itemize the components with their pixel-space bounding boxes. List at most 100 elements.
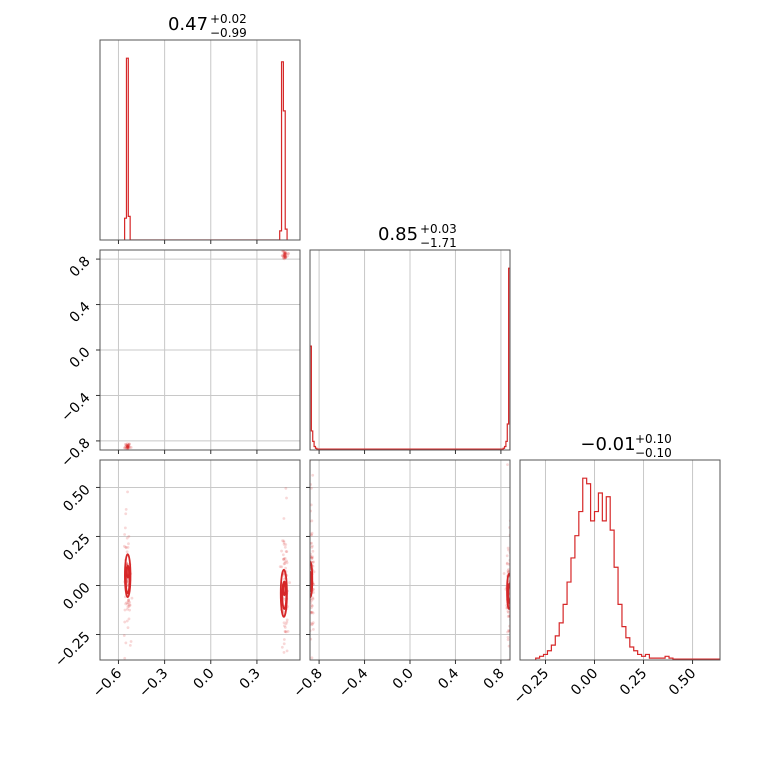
scatter-point <box>125 619 129 623</box>
x-tick-label: −0.6 <box>90 665 125 700</box>
scatter-point <box>282 254 286 258</box>
scatter-point <box>310 545 314 549</box>
scatter-point <box>310 604 314 608</box>
scatter-point <box>311 621 315 625</box>
scatter-point <box>126 605 130 609</box>
scatter-point <box>282 253 286 256</box>
scatter-point <box>506 638 510 642</box>
x-tick-label: −0.8 <box>291 666 326 701</box>
scatter-point <box>283 625 287 629</box>
scatter-point <box>282 557 286 561</box>
scatter-point <box>311 549 315 553</box>
scatter-point <box>312 560 315 564</box>
scatter-point <box>282 671 285 674</box>
scatter-point <box>282 254 286 257</box>
x-tick-label: 0.0 <box>191 666 218 693</box>
scatter-point <box>506 609 510 613</box>
scatter-point <box>284 253 288 256</box>
scatter-point <box>125 536 129 540</box>
x-tick-label: 0.0 <box>390 666 417 693</box>
scatter-point <box>283 253 287 256</box>
scatter-point <box>124 546 128 550</box>
scatter-point <box>310 556 314 560</box>
scatter-point <box>311 596 315 600</box>
scatter-point <box>310 531 314 535</box>
scatter-point <box>122 544 126 548</box>
scatter-point <box>311 473 315 477</box>
scatter-point <box>284 255 288 259</box>
scatter-point <box>282 257 286 261</box>
x-tick-label: −0.3 <box>136 666 171 701</box>
scatter-point <box>283 253 286 256</box>
x-tick-label: −0.4 <box>336 665 371 700</box>
scatter-point <box>281 553 285 557</box>
scatter-point <box>128 601 132 604</box>
scatter-point <box>283 251 287 255</box>
scatter-point <box>507 548 510 552</box>
scatter-point <box>283 624 286 628</box>
y-tick-label: −0.4 <box>58 390 93 425</box>
scatter-panel-1-2 <box>309 459 511 703</box>
scatter-point <box>284 550 288 553</box>
scatter-point <box>282 245 285 248</box>
scatter-point <box>310 610 313 614</box>
scatter-point <box>125 607 129 611</box>
scatter-point <box>287 251 290 255</box>
scatter-point <box>310 623 314 627</box>
scatter-point <box>124 446 128 449</box>
scatter-point <box>128 608 131 612</box>
scatter-point <box>282 250 285 253</box>
scatter-point <box>123 442 127 446</box>
scatter-point <box>282 256 286 259</box>
scatter-point <box>507 563 510 566</box>
panel-frame <box>99 39 301 241</box>
scatter-point <box>125 601 129 605</box>
scatter-point <box>127 599 131 602</box>
scatter-point <box>126 443 130 447</box>
scatter-point <box>126 446 130 449</box>
scatter-point <box>280 250 284 253</box>
scatter-point <box>508 680 511 683</box>
scatter-point <box>284 252 287 256</box>
scatter-point <box>124 641 128 645</box>
scatter-point <box>505 561 509 565</box>
scatter-point <box>126 445 130 449</box>
scatter-point <box>129 640 133 643</box>
scatter-point <box>282 540 286 544</box>
scatter-point <box>124 443 128 446</box>
scatter-point <box>284 630 287 634</box>
scatter-point <box>128 445 132 449</box>
scatter-point <box>507 568 510 571</box>
scatter-point <box>284 566 288 570</box>
scatter-point <box>280 254 284 258</box>
param-title-2: −0.01 <box>580 434 635 455</box>
scatter-point <box>281 256 285 260</box>
scatter-point <box>283 251 287 255</box>
scatter-point <box>127 605 131 608</box>
y-tick-label: 0.0 <box>67 344 94 371</box>
scatter-point <box>310 611 313 615</box>
scatter-point <box>310 552 313 556</box>
scatter-point <box>310 599 313 603</box>
scatter-point <box>283 256 287 259</box>
x-tick-label: 0.00 <box>568 666 601 699</box>
scatter-point <box>282 251 286 255</box>
scatter-point <box>311 700 314 703</box>
scatter-point <box>127 442 131 446</box>
y-tick-label: −0.8 <box>58 435 93 470</box>
scatter-point <box>125 446 128 450</box>
scatter-point <box>506 630 510 634</box>
scatter-point <box>285 559 288 563</box>
scatter-point <box>285 649 289 653</box>
scatter-point <box>129 446 133 449</box>
scatter-point <box>282 250 286 254</box>
scatter-point <box>283 560 287 564</box>
scatter-point <box>283 630 287 633</box>
scatter-point <box>505 554 509 558</box>
scatter-point <box>283 251 287 255</box>
scatter-point <box>127 444 131 447</box>
scatter-point <box>123 620 127 624</box>
scatter-point <box>126 545 130 549</box>
scatter-point <box>126 444 130 447</box>
param-error-plus-1: +0.03 <box>420 222 457 236</box>
